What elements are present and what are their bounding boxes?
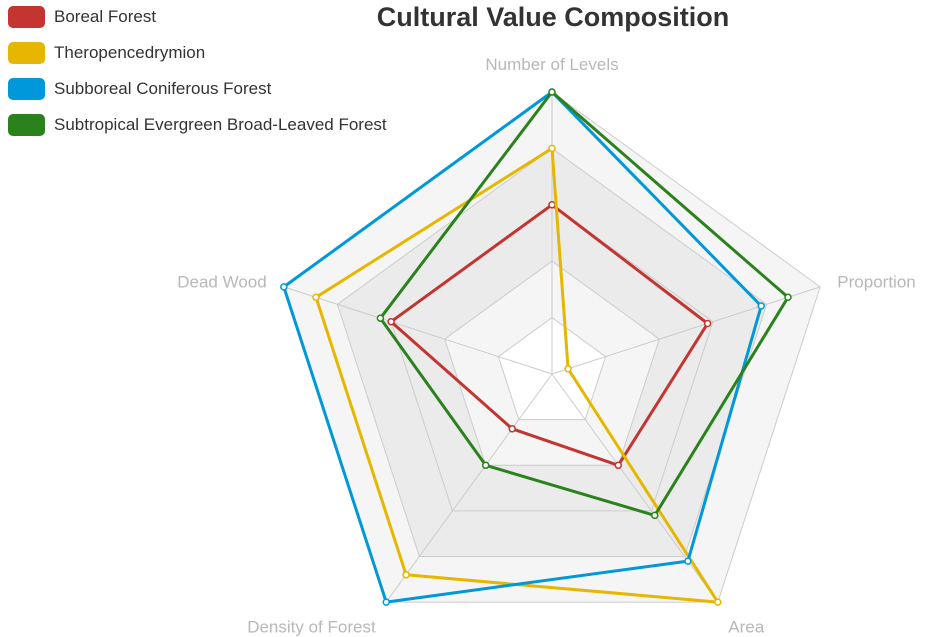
axis-label-proportion: Proportion: [837, 272, 915, 291]
axis-label-area: Area: [728, 618, 764, 637]
legend-swatch: [8, 78, 45, 100]
data-point: [402, 571, 410, 579]
data-point: [564, 365, 572, 373]
legend-label: Boreal Forest: [54, 7, 157, 26]
data-point: [548, 88, 556, 96]
chart-title: Cultural Value Composition: [376, 2, 730, 32]
series-subtropical-evergreen-broad-leaved-forest: [376, 88, 792, 520]
axis-label-dead-wood: Dead Wood: [177, 272, 266, 291]
axis-line: [283, 286, 553, 375]
legend-label: Subtropical Evergreen Broad-Leaved Fores…: [54, 115, 387, 134]
legend-item[interactable]: Subboreal Coniferous Forest: [8, 77, 387, 101]
legend-item[interactable]: Subtropical Evergreen Broad-Leaved Fores…: [8, 113, 387, 137]
axis-line: [385, 373, 553, 603]
split-line: [336, 147, 768, 557]
split-line: [444, 260, 660, 466]
series-line: [282, 90, 763, 604]
axis-line: [551, 286, 821, 375]
legend-swatch: [8, 42, 45, 64]
data-point: [757, 302, 765, 310]
series-layer: [280, 88, 792, 606]
data-point: [548, 201, 556, 209]
data-point: [784, 293, 792, 302]
data-point: [508, 425, 516, 433]
data-point: [312, 293, 320, 302]
axis-label-density-of-forest: Density of Forest: [247, 618, 376, 637]
data-point: [382, 598, 390, 606]
axis-label-number-of-levels: Number of Levels: [485, 55, 618, 74]
series-line: [378, 90, 790, 517]
legend-swatch: [8, 114, 45, 136]
data-point: [684, 557, 692, 565]
series-line: [389, 203, 710, 467]
legend-swatch: [8, 6, 45, 28]
legend-label: Theropencedrymion: [54, 43, 206, 62]
split-line: [497, 316, 607, 421]
data-point: [376, 314, 385, 322]
data-point: [280, 283, 288, 291]
data-point: [703, 319, 712, 328]
axis-labels: Number of Levels Proportion Area Density…: [177, 55, 916, 637]
series-theropencedrymion: [312, 144, 722, 606]
series-line: [314, 146, 720, 604]
data-point: [651, 511, 659, 520]
legend-item[interactable]: Theropencedrymion: [8, 41, 387, 65]
data-point: [714, 598, 722, 606]
legend-item[interactable]: Boreal Forest: [8, 5, 387, 29]
data-point: [481, 461, 490, 470]
data-point: [387, 317, 395, 326]
legend: Boreal Forest Theropencedrymion Subborea…: [8, 5, 387, 149]
legend-label: Subboreal Coniferous Forest: [54, 79, 272, 98]
data-point: [548, 144, 556, 153]
data-point: [614, 461, 623, 470]
